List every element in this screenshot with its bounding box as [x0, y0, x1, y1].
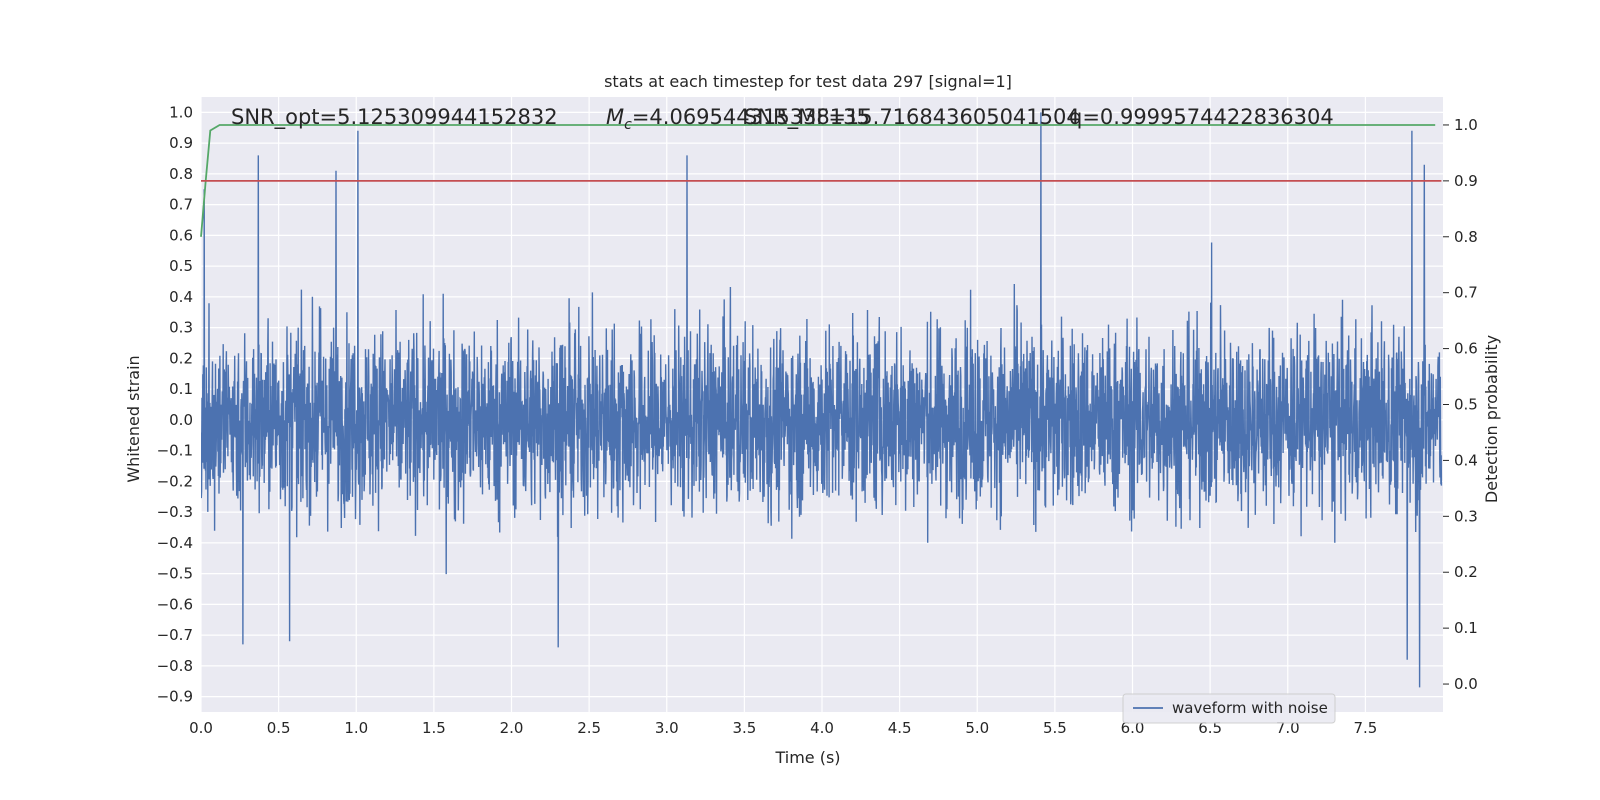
- right-axis-ticks: 0.0 0.1 0.2 0.3 0.4 0.5 0.6 0.7 0.8 0.9 1.0: [1443, 116, 1478, 693]
- x-tick-label: 0.5: [267, 719, 291, 737]
- y2-tick-label: 0.1: [1454, 619, 1478, 637]
- annotation-chirp-mass: Mc=4.069544315338135: [606, 105, 870, 133]
- annotation-chirp-mass-value: =4.069544315338135: [632, 105, 870, 129]
- y2-tick-label: 0.7: [1454, 284, 1478, 302]
- x-tick-label: 0.0: [189, 719, 213, 737]
- legend-label-waveform: waveform with noise: [1172, 699, 1328, 717]
- y2-tick-label: 0.0: [1454, 675, 1478, 693]
- x-tick-label: 3.0: [655, 719, 679, 737]
- x-tick-label: 7.5: [1353, 719, 1377, 737]
- x-tick-label: 5.5: [1043, 719, 1067, 737]
- y-tick-label: 0.6: [169, 226, 193, 244]
- y-tick-label: 0.1: [169, 380, 193, 398]
- probability-series: [200, 124, 1442, 237]
- y-tick-label: 0.3: [169, 319, 193, 337]
- y-tick-label: 0.4: [169, 288, 193, 306]
- y2-tick-label: 1.0: [1454, 116, 1478, 134]
- x-tick-label: 1.5: [422, 719, 446, 737]
- x-axis-label: Time (s): [774, 748, 840, 767]
- annotation-snr-opt: SNR_opt=5.125309944152832: [231, 105, 558, 130]
- y2-tick-label: 0.8: [1454, 228, 1478, 246]
- annotation-mass-ratio: q=0.9999574422836304: [1069, 105, 1334, 129]
- y-tick-label: −0.7: [157, 626, 193, 644]
- legend: waveform with noise: [1122, 693, 1336, 724]
- y2-tick-label: 0.6: [1454, 340, 1478, 358]
- y-tick-label: 0.7: [169, 196, 193, 214]
- y2-tick-label: 0.5: [1454, 396, 1478, 414]
- y-tick-label: 0.0: [169, 411, 193, 429]
- annotation-snr-mf: SNR_MF=15.716843605041504: [744, 105, 1080, 130]
- y-tick-label: −0.1: [157, 442, 193, 460]
- y-tick-label: 0.5: [169, 257, 193, 275]
- waveform-series: [201, 112, 1443, 688]
- x-tick-label: 2.5: [577, 719, 601, 737]
- y-tick-label: −0.3: [157, 503, 193, 521]
- y-tick-label: 0.9: [169, 134, 193, 152]
- x-tick-label: 4.5: [888, 719, 912, 737]
- y2-tick-label: 0.4: [1454, 451, 1478, 469]
- y2-tick-label: 0.2: [1454, 563, 1478, 581]
- y2-tick-label: 0.9: [1454, 172, 1478, 190]
- x-tick-label: 5.0: [965, 719, 989, 737]
- y-tick-label: −0.4: [157, 534, 193, 552]
- y2-axis-label: Detection probability: [1482, 335, 1501, 503]
- waveform-line: [201, 112, 1443, 688]
- y-tick-label: 0.8: [169, 165, 193, 183]
- y-tick-label: −0.6: [157, 595, 193, 613]
- y2-tick-label: 0.3: [1454, 507, 1478, 525]
- detection-probability-line: [200, 124, 1436, 237]
- x-tick-label: 2.0: [500, 719, 524, 737]
- x-tick-label: 1.0: [344, 719, 368, 737]
- legend-box: [1122, 693, 1336, 724]
- y-tick-label: 0.2: [169, 349, 193, 367]
- x-tick-label: 3.5: [732, 719, 756, 737]
- chart-title: stats at each timestep for test data 297…: [604, 72, 1012, 91]
- left-axis-ticks: −0.9 −0.8 −0.7 −0.6 −0.5 −0.4 −0.3 −0.2 −0.1 0.0 0…: [157, 103, 193, 705]
- y-axis-label: Whitened strain: [124, 355, 143, 482]
- y-tick-label: 1.0: [169, 103, 193, 121]
- annotation-chirp-mass-symbol: M: [606, 105, 624, 129]
- y-tick-label: −0.9: [157, 688, 193, 706]
- x-tick-label: 4.0: [810, 719, 834, 737]
- y-tick-label: −0.5: [157, 565, 193, 583]
- y-tick-label: −0.2: [157, 472, 193, 490]
- y-tick-label: −0.8: [157, 657, 193, 675]
- annotation-chirp-mass-subscript: c: [624, 117, 632, 133]
